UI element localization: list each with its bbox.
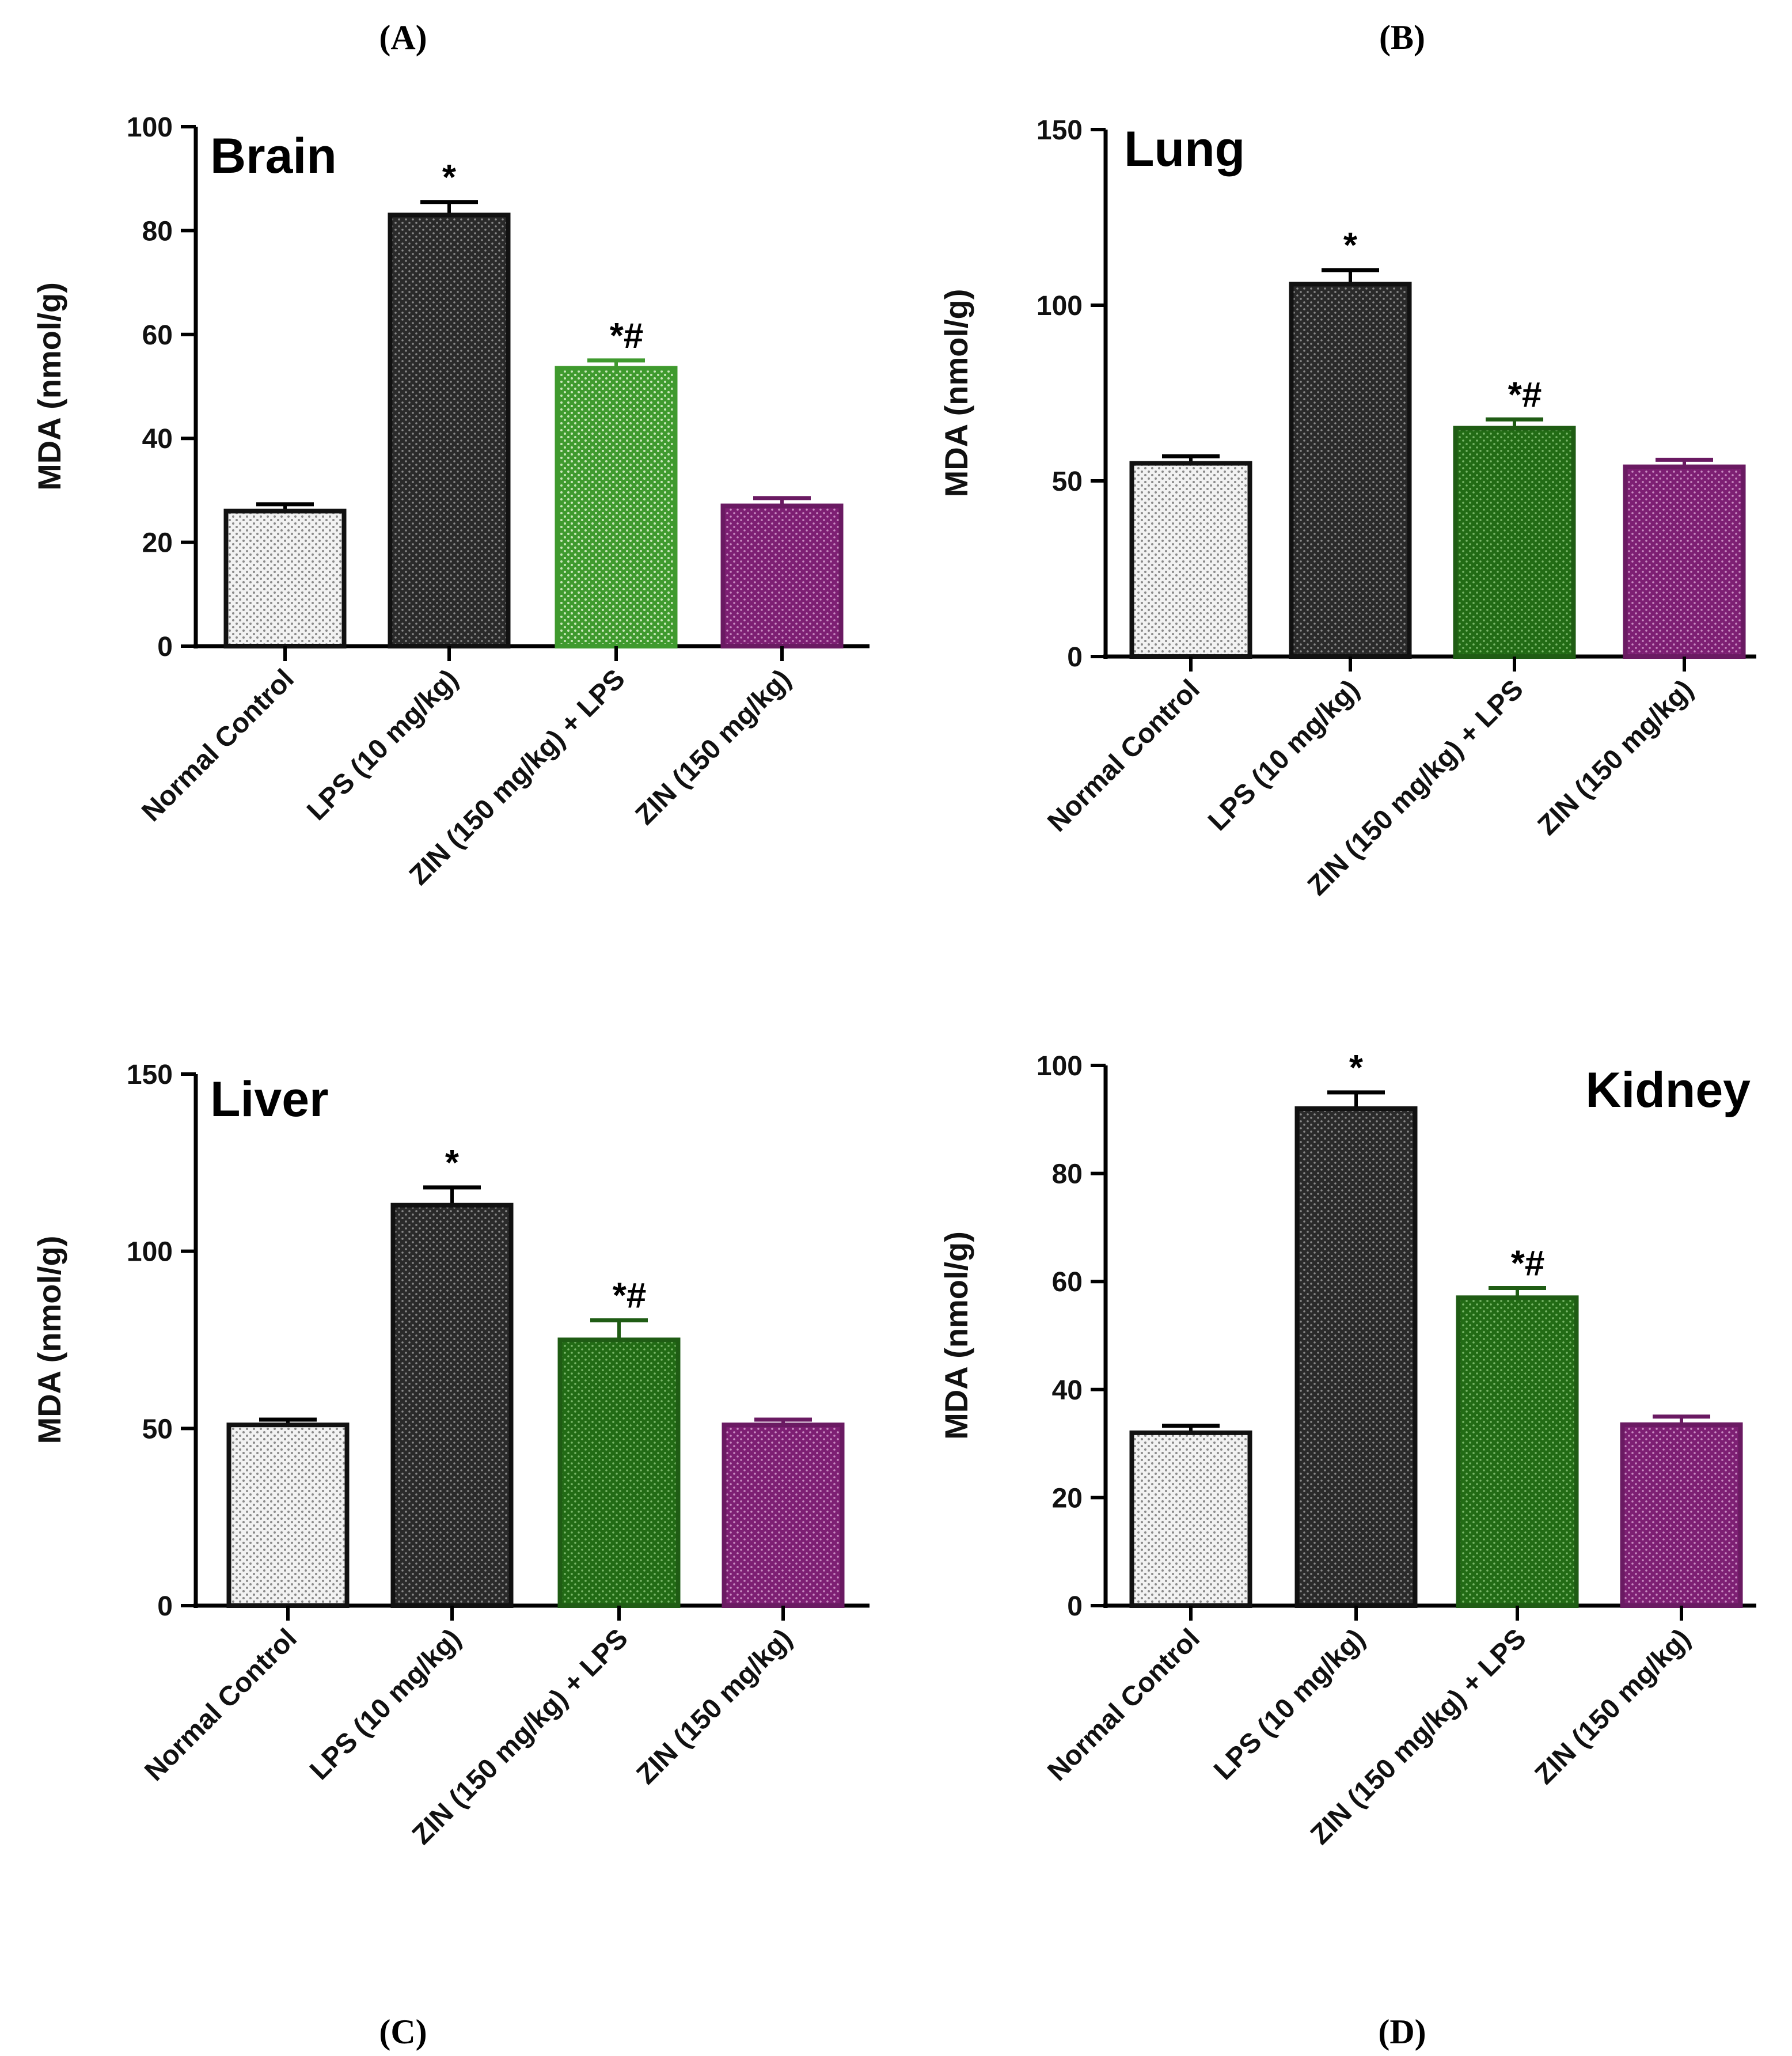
xtick-label-lps: LPS (10 mg/kg) bbox=[304, 1623, 467, 1786]
y-tick-label: 50 bbox=[1052, 466, 1083, 497]
y-axis-title: MDA (nmol/g) bbox=[938, 289, 974, 498]
y-tick-label: 0 bbox=[157, 632, 173, 662]
significance-marker: * bbox=[1349, 1048, 1364, 1088]
y-axis-title: MDA (nmol/g) bbox=[938, 1231, 974, 1440]
bar-zin bbox=[722, 1422, 845, 1608]
xtick-label-zin: ZIN (150 mg/kg) bbox=[1529, 1623, 1696, 1790]
xtick-label-lps: LPS (10 mg/kg) bbox=[1208, 1623, 1371, 1786]
y-tick-label: 80 bbox=[1052, 1159, 1083, 1190]
xtick-label-zin: ZIN (150 mg/kg) bbox=[631, 1623, 798, 1790]
xtick-label-normal-control: Normal Control bbox=[1042, 1623, 1205, 1787]
y-tick-label: 100 bbox=[127, 1237, 173, 1268]
xtick-label-normal-control: Normal Control bbox=[139, 1623, 303, 1787]
chart-lung: Lung MDA (nmol/g) 0 50 100 150 Normal Control *… bbox=[938, 115, 1756, 901]
bar-normal-control bbox=[1129, 1430, 1252, 1609]
bar-zin-lps bbox=[557, 1337, 681, 1608]
significance-marker: * bbox=[442, 158, 457, 198]
panel-label-a: (A) bbox=[379, 18, 427, 56]
bar-zin bbox=[1620, 1422, 1743, 1609]
panel-label-d: (D) bbox=[1378, 2013, 1426, 2051]
xtick-label-normal-control: Normal Control bbox=[136, 663, 300, 828]
y-tick-label: 20 bbox=[142, 528, 173, 559]
bar-zin-lps bbox=[1453, 426, 1576, 659]
y-tick-label: 60 bbox=[1052, 1267, 1083, 1298]
significance-marker: *# bbox=[1511, 1243, 1545, 1283]
significance-marker: *# bbox=[613, 1276, 647, 1316]
y-tick-label: 0 bbox=[1067, 1591, 1083, 1622]
chart-liver: Liver MDA (nmol/g) 0 50 100 150 Normal Control… bbox=[31, 1060, 870, 1850]
y-tick-label: 40 bbox=[1052, 1375, 1083, 1406]
bar-lps bbox=[1294, 1106, 1418, 1609]
bar-zin bbox=[720, 503, 844, 649]
y-tick-label: 80 bbox=[142, 216, 173, 246]
y-tick-label: 0 bbox=[1067, 642, 1083, 673]
panel-label-c: (C) bbox=[379, 2013, 427, 2051]
xtick-label-lps: LPS (10 mg/kg) bbox=[301, 663, 464, 826]
significance-marker: * bbox=[1343, 226, 1358, 265]
significance-marker: *# bbox=[1508, 375, 1542, 415]
panel-label-b: (B) bbox=[1379, 18, 1425, 56]
bar-zin bbox=[1623, 464, 1746, 659]
chart-title: Lung bbox=[1124, 122, 1245, 177]
bar-zin-lps bbox=[555, 366, 678, 648]
bar-lps bbox=[390, 1203, 514, 1608]
y-tick-label: 40 bbox=[142, 424, 173, 454]
y-tick-label: 150 bbox=[1037, 115, 1083, 146]
xtick-label-normal-control: Normal Control bbox=[1042, 674, 1205, 838]
y-tick-label: 100 bbox=[1037, 1051, 1083, 1082]
chart-title: Liver bbox=[210, 1072, 329, 1127]
xtick-label-zin: ZIN (150 mg/kg) bbox=[1532, 674, 1699, 841]
y-tick-label: 50 bbox=[142, 1414, 173, 1444]
y-tick-label: 100 bbox=[127, 112, 173, 143]
significance-marker: *# bbox=[610, 316, 644, 356]
significance-marker: * bbox=[445, 1143, 460, 1183]
chart-title: Brain bbox=[210, 128, 337, 184]
bar-normal-control bbox=[226, 1422, 350, 1608]
bar-normal-control bbox=[223, 509, 347, 648]
y-axis-title: MDA (nmol/g) bbox=[31, 1236, 67, 1444]
bar-normal-control bbox=[1129, 461, 1252, 659]
bar-lps bbox=[1289, 282, 1412, 659]
xtick-label-lps: LPS (10 mg/kg) bbox=[1202, 674, 1365, 837]
y-tick-label: 150 bbox=[127, 1060, 173, 1090]
bar-lps bbox=[388, 213, 511, 648]
y-tick-label: 60 bbox=[142, 320, 173, 351]
chart-kidney: Kidney MDA (nmol/g) 0 20 40 60 80 100 Normal Con… bbox=[938, 1048, 1756, 1850]
chart-brain: Brain MDA (nmol/g) 0 20 40 60 80 100 Normal Cont… bbox=[31, 112, 870, 891]
xtick-label-zin: ZIN (150 mg/kg) bbox=[630, 663, 797, 830]
chart-title: Kidney bbox=[1585, 1063, 1751, 1118]
y-axis-title: MDA (nmol/g) bbox=[31, 282, 67, 491]
bar-zin-lps bbox=[1456, 1295, 1579, 1609]
y-tick-label: 0 bbox=[157, 1591, 173, 1622]
y-tick-label: 20 bbox=[1052, 1483, 1083, 1513]
y-tick-label: 100 bbox=[1037, 291, 1083, 321]
